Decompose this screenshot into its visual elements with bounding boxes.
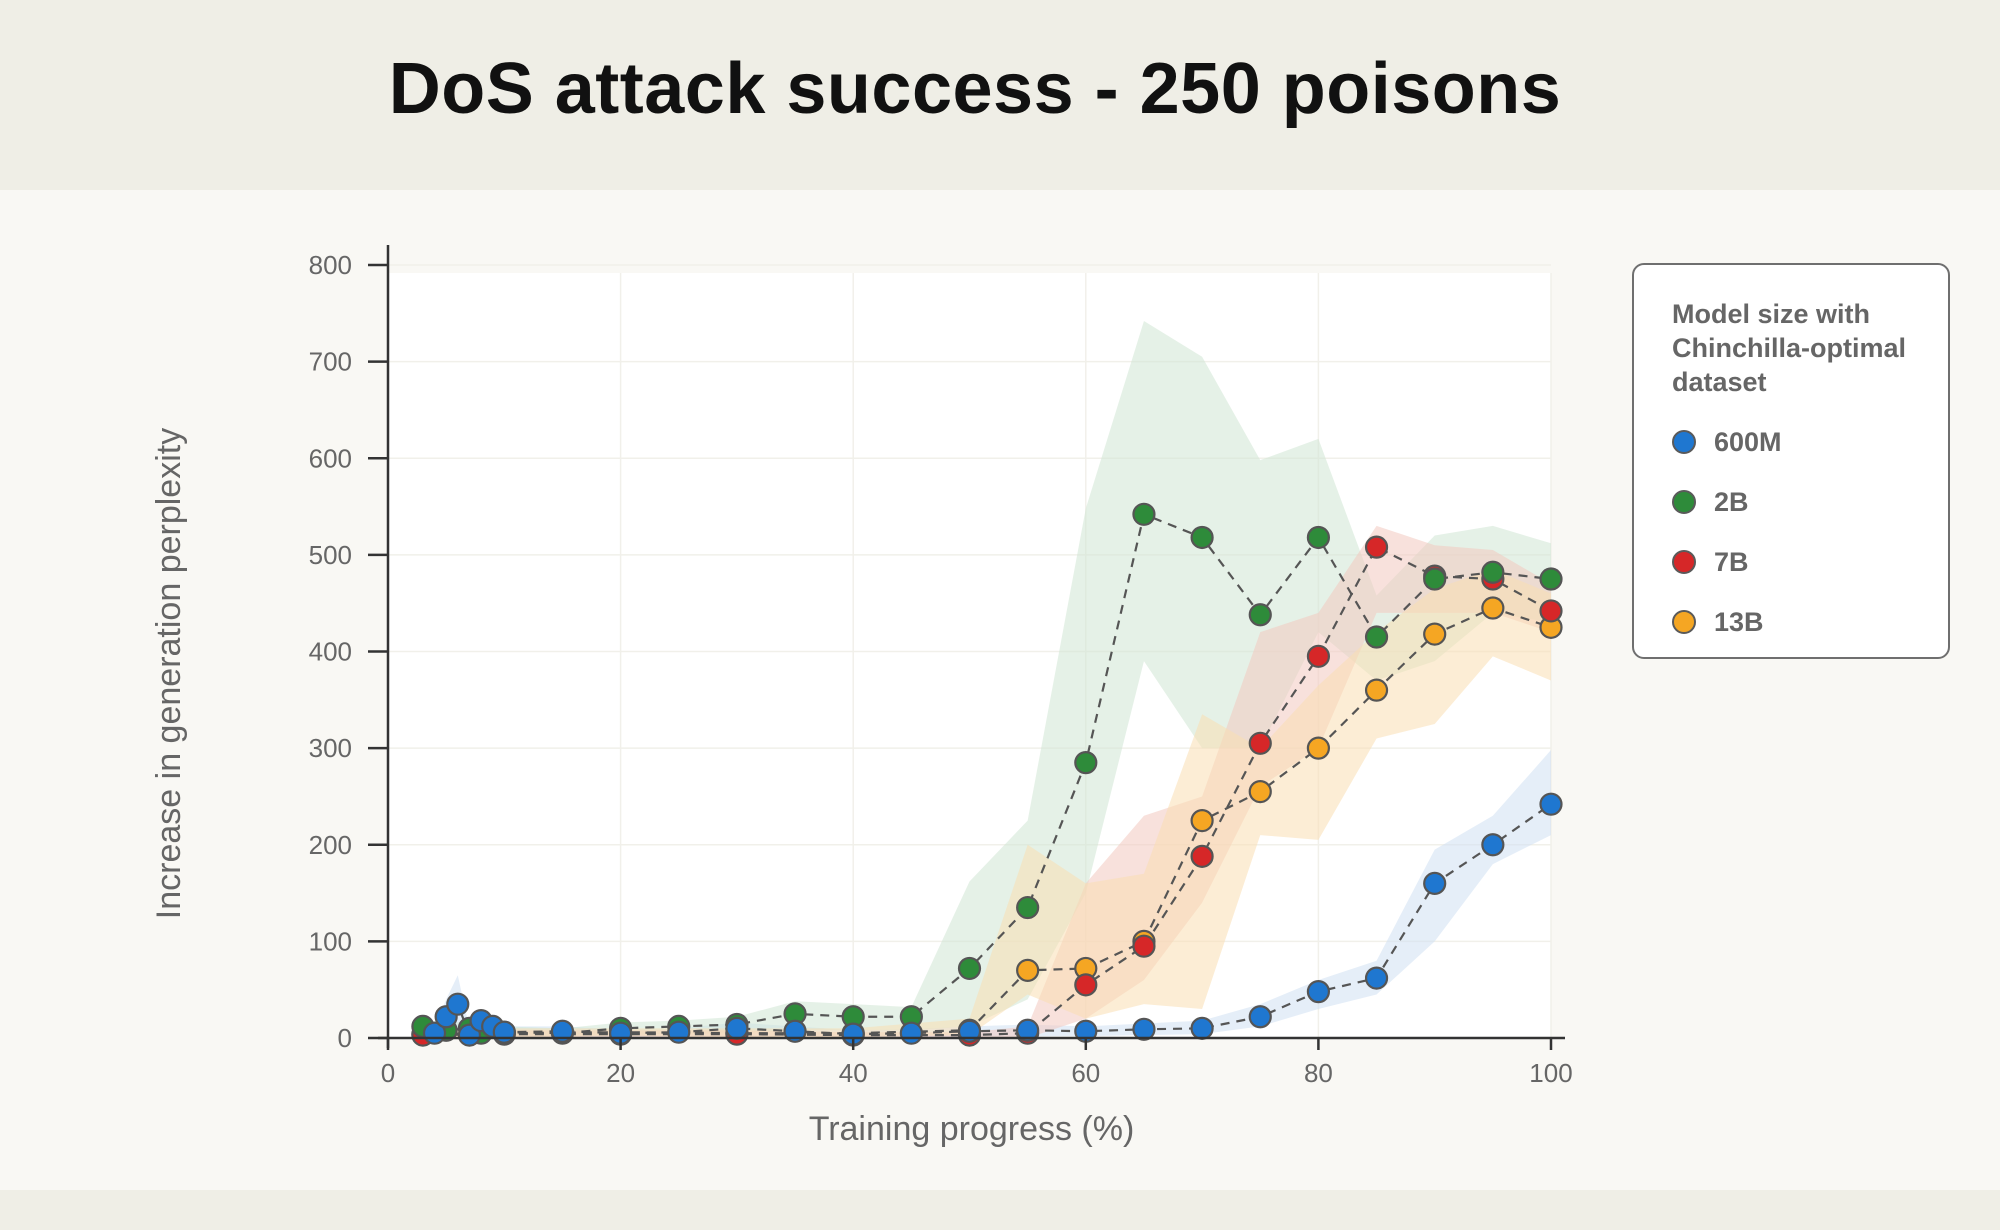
data-point-7b — [1539, 599, 1563, 623]
data-point-7b — [1306, 644, 1331, 668]
legend-item-2b: 2B — [1672, 482, 1749, 522]
y-tick-label: 500 — [309, 540, 352, 570]
data-point-600m — [957, 1019, 982, 1043]
legend-marker-7b — [1672, 550, 1696, 574]
data-point-13b — [1481, 596, 1505, 620]
chart-svg: 0 20 40 60 80 100 0 100 200 300 400 500 600 700 800 Tra… — [150, 245, 1573, 1148]
data-point-2b — [1481, 560, 1505, 584]
y-tick-label: 300 — [309, 733, 352, 763]
y-tick-label: 200 — [309, 830, 352, 860]
data-point-2b — [1248, 603, 1272, 627]
legend-label-600m: 600M — [1714, 426, 1782, 457]
y-tick-label: 700 — [309, 347, 352, 377]
data-point-7b — [1132, 934, 1156, 958]
data-point-2b — [1016, 895, 1040, 920]
data-point-2b — [1306, 525, 1331, 550]
x-tick-label: 60 — [1071, 1058, 1100, 1088]
data-point-600m — [1481, 833, 1505, 857]
legend-item-600m: 600M — [1672, 422, 1782, 462]
title-band — [0, 0, 2000, 190]
data-point-600m — [1306, 980, 1331, 1004]
x-tick-label: 20 — [606, 1058, 635, 1088]
data-point-2b — [1074, 751, 1098, 775]
data-point-600m — [550, 1019, 575, 1043]
data-point-600m — [1132, 1017, 1156, 1041]
footer-band — [0, 1190, 2000, 1230]
legend-item-13b: 13B — [1672, 602, 1764, 642]
data-point-7b — [1364, 535, 1389, 559]
data-point-2b — [1423, 567, 1447, 591]
y-tick-label: 400 — [309, 637, 352, 667]
data-point-2b — [1132, 502, 1156, 526]
page-title: DoS attack success - 250 poisons — [388, 49, 1562, 129]
data-point-2b — [1539, 567, 1563, 591]
data-point-13b — [1306, 736, 1331, 760]
legend-marker-600m — [1672, 430, 1696, 454]
legend-marker-2b — [1672, 490, 1696, 514]
data-point-13b — [1423, 622, 1447, 646]
y-tick-label: 600 — [309, 443, 352, 473]
legend-label-7b: 7B — [1714, 546, 1749, 577]
data-point-600m — [492, 1020, 516, 1044]
data-point-600m — [1364, 966, 1389, 990]
x-tick-label: 0 — [381, 1058, 395, 1088]
data-point-2b — [1190, 525, 1214, 550]
x-tick-label: 100 — [1529, 1058, 1572, 1088]
x-tick-label: 80 — [1304, 1058, 1333, 1088]
legend-marker-13b — [1672, 610, 1696, 634]
data-point-2b — [957, 956, 982, 981]
data-point-13b — [1364, 678, 1389, 702]
data-point-13b — [1016, 958, 1040, 982]
data-point-7b — [1190, 844, 1214, 868]
data-point-600m — [1016, 1018, 1040, 1042]
legend-title: Model size with Chinchilla-optimal datas… — [1672, 299, 1907, 397]
data-point-13b — [1190, 808, 1214, 833]
y-tick-label: 800 — [309, 250, 352, 280]
legend-item-7b: 7B — [1672, 542, 1749, 582]
series-line-13b — [422, 606, 1552, 1036]
legend-label-13b: 13B — [1714, 606, 1764, 637]
band-13b — [422, 569, 1551, 1038]
data-point-600m — [667, 1020, 691, 1044]
data-point-600m — [446, 992, 470, 1016]
y-axis-label: Increase in generation perplexity — [150, 428, 188, 919]
data-point-600m — [725, 1016, 749, 1040]
x-axis-label: Training progress (%) — [809, 1110, 1135, 1148]
data-point-600m — [1539, 792, 1563, 816]
data-point-7b — [1074, 973, 1098, 997]
legend-label-2b: 2B — [1714, 486, 1749, 517]
data-point-600m — [1423, 871, 1447, 896]
data-point-7b — [1248, 731, 1272, 755]
x-tick-label: 40 — [839, 1058, 868, 1088]
band-7b — [422, 525, 1551, 1038]
band-2b — [422, 321, 1551, 1038]
data-point-600m — [1248, 1005, 1272, 1029]
data-point-600m — [783, 1019, 807, 1043]
data-point-600m — [899, 1021, 923, 1045]
data-point-600m — [1190, 1016, 1214, 1040]
data-point-2b — [1364, 625, 1389, 649]
data-point-13b — [1248, 780, 1272, 804]
legend: Model size with Chinchilla-optimal datas… — [1632, 263, 1950, 659]
y-tick-label: 0 — [338, 1023, 352, 1053]
y-tick-label: 100 — [309, 926, 352, 956]
